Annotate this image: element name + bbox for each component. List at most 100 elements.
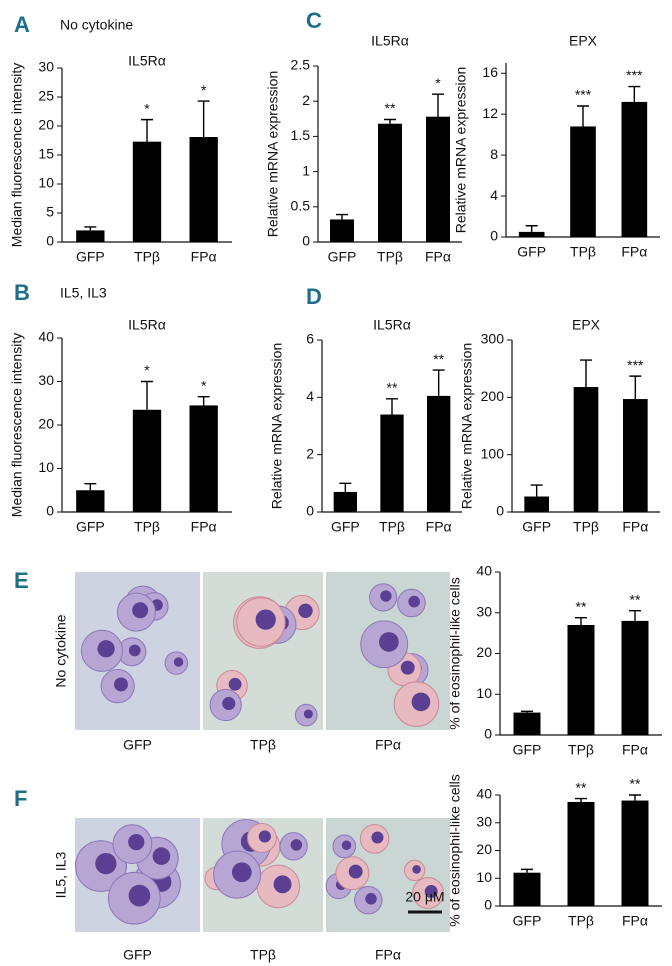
x-tick-label: FPα	[191, 249, 217, 265]
significance: **	[387, 379, 398, 395]
panel-letter: C	[306, 8, 322, 33]
x-tick-label: FPα	[622, 519, 648, 535]
x-tick-label: GFP	[513, 742, 542, 758]
y-tick-label: 0	[484, 897, 492, 913]
bar	[513, 872, 541, 906]
condition-label: No cytokine	[53, 614, 69, 687]
y-tick-label: 0	[46, 503, 54, 519]
x-tick-label: TPβ	[570, 244, 596, 260]
y-tick-label: 30	[476, 813, 492, 829]
x-tick-label: FPα	[426, 519, 452, 535]
bar	[567, 624, 595, 735]
significance: **	[576, 779, 587, 795]
error-bar	[197, 100, 210, 138]
y-tick-label: 8	[490, 146, 498, 162]
y-tick-label: 4	[490, 187, 498, 203]
image-label: TPβ	[250, 947, 276, 963]
image-label: GFP	[123, 947, 152, 963]
y-tick-label: 2.5	[291, 57, 311, 73]
bar	[524, 496, 549, 512]
y-tick-label: 200	[481, 388, 505, 404]
y-tick-label: 0	[490, 228, 498, 244]
image-label: FPα	[375, 947, 401, 963]
image-label: GFP	[123, 737, 152, 753]
y-axis-label: Median fluorescence intensity	[9, 63, 25, 247]
chart-title: IL5Rα	[373, 317, 411, 333]
nucleus	[258, 830, 271, 843]
y-tick-label: 6	[306, 331, 314, 347]
chart-title: EPX	[569, 33, 598, 49]
error-bar	[530, 484, 543, 497]
error-bar	[384, 118, 396, 124]
y-tick-label: 2	[306, 445, 314, 461]
image-label: TPβ	[250, 737, 276, 753]
error-bar	[525, 225, 538, 232]
nucleus	[97, 640, 115, 658]
nucleus	[128, 884, 151, 907]
bar	[76, 230, 105, 242]
bar	[132, 141, 162, 242]
x-tick-label: GFP	[331, 519, 360, 535]
error-bar	[575, 616, 587, 625]
y-tick-label: 15	[38, 146, 54, 162]
significance: **	[576, 598, 587, 614]
significance: ***	[627, 357, 644, 373]
panel-letter: D	[306, 284, 322, 309]
x-tick-label: GFP	[76, 249, 105, 265]
panel-letter: A	[14, 12, 30, 37]
bar	[380, 414, 404, 512]
significance: *	[144, 100, 150, 116]
nucleus	[411, 692, 431, 712]
chart-title: IL5Rα	[128, 317, 166, 333]
y-tick-label: 4	[306, 388, 314, 404]
y-tick-label: 2	[302, 92, 310, 108]
x-tick-label: FPα	[621, 244, 647, 260]
error-bar	[628, 85, 641, 102]
chart-title: IL5Rα	[371, 33, 409, 49]
y-tick-label: 40	[476, 786, 492, 802]
y-tick-label: 10	[38, 175, 54, 191]
error-bar	[577, 105, 589, 127]
panel-letter: E	[14, 568, 29, 593]
nucleus	[231, 862, 252, 883]
chart-title: IL5Rα	[128, 53, 166, 69]
nucleus	[303, 709, 313, 719]
bar	[427, 395, 451, 512]
y-axis-label: Relative mRNA expression	[453, 67, 469, 234]
error-bar	[141, 118, 153, 142]
y-tick-label: 30	[476, 603, 492, 619]
error-bar	[629, 794, 641, 801]
x-tick-label: GFP	[513, 913, 542, 929]
nucleus	[228, 677, 242, 691]
error-bar	[339, 482, 352, 492]
bar	[567, 801, 595, 906]
nucleus	[341, 840, 352, 850]
nucleus	[408, 595, 420, 608]
y-axis-label: Relative mRNA expression	[269, 343, 285, 510]
significance: **	[385, 100, 396, 116]
y-tick-label: 300	[481, 331, 505, 347]
condition-label: IL5, IL3	[53, 851, 69, 898]
bar	[621, 620, 649, 735]
error-bar	[521, 868, 533, 873]
error-bar	[432, 369, 445, 396]
y-tick-label: 0	[46, 233, 54, 249]
nucleus	[380, 590, 392, 602]
y-tick-label: 30	[38, 59, 54, 75]
panel-letter: F	[14, 786, 27, 811]
error-bar	[580, 359, 592, 388]
y-tick-label: 40	[38, 329, 54, 345]
y-tick-label: 0.5	[291, 198, 311, 214]
nucleus	[222, 696, 236, 711]
y-tick-label: 30	[38, 372, 54, 388]
x-tick-label: TPβ	[568, 742, 594, 758]
nucleus	[290, 839, 303, 851]
nucleus	[128, 644, 141, 657]
significance: *	[435, 75, 441, 91]
y-tick-label: 20	[476, 841, 492, 857]
x-tick-label: GFP	[522, 519, 551, 535]
significance: ***	[575, 87, 592, 103]
bar	[621, 800, 649, 906]
bar	[518, 231, 545, 237]
